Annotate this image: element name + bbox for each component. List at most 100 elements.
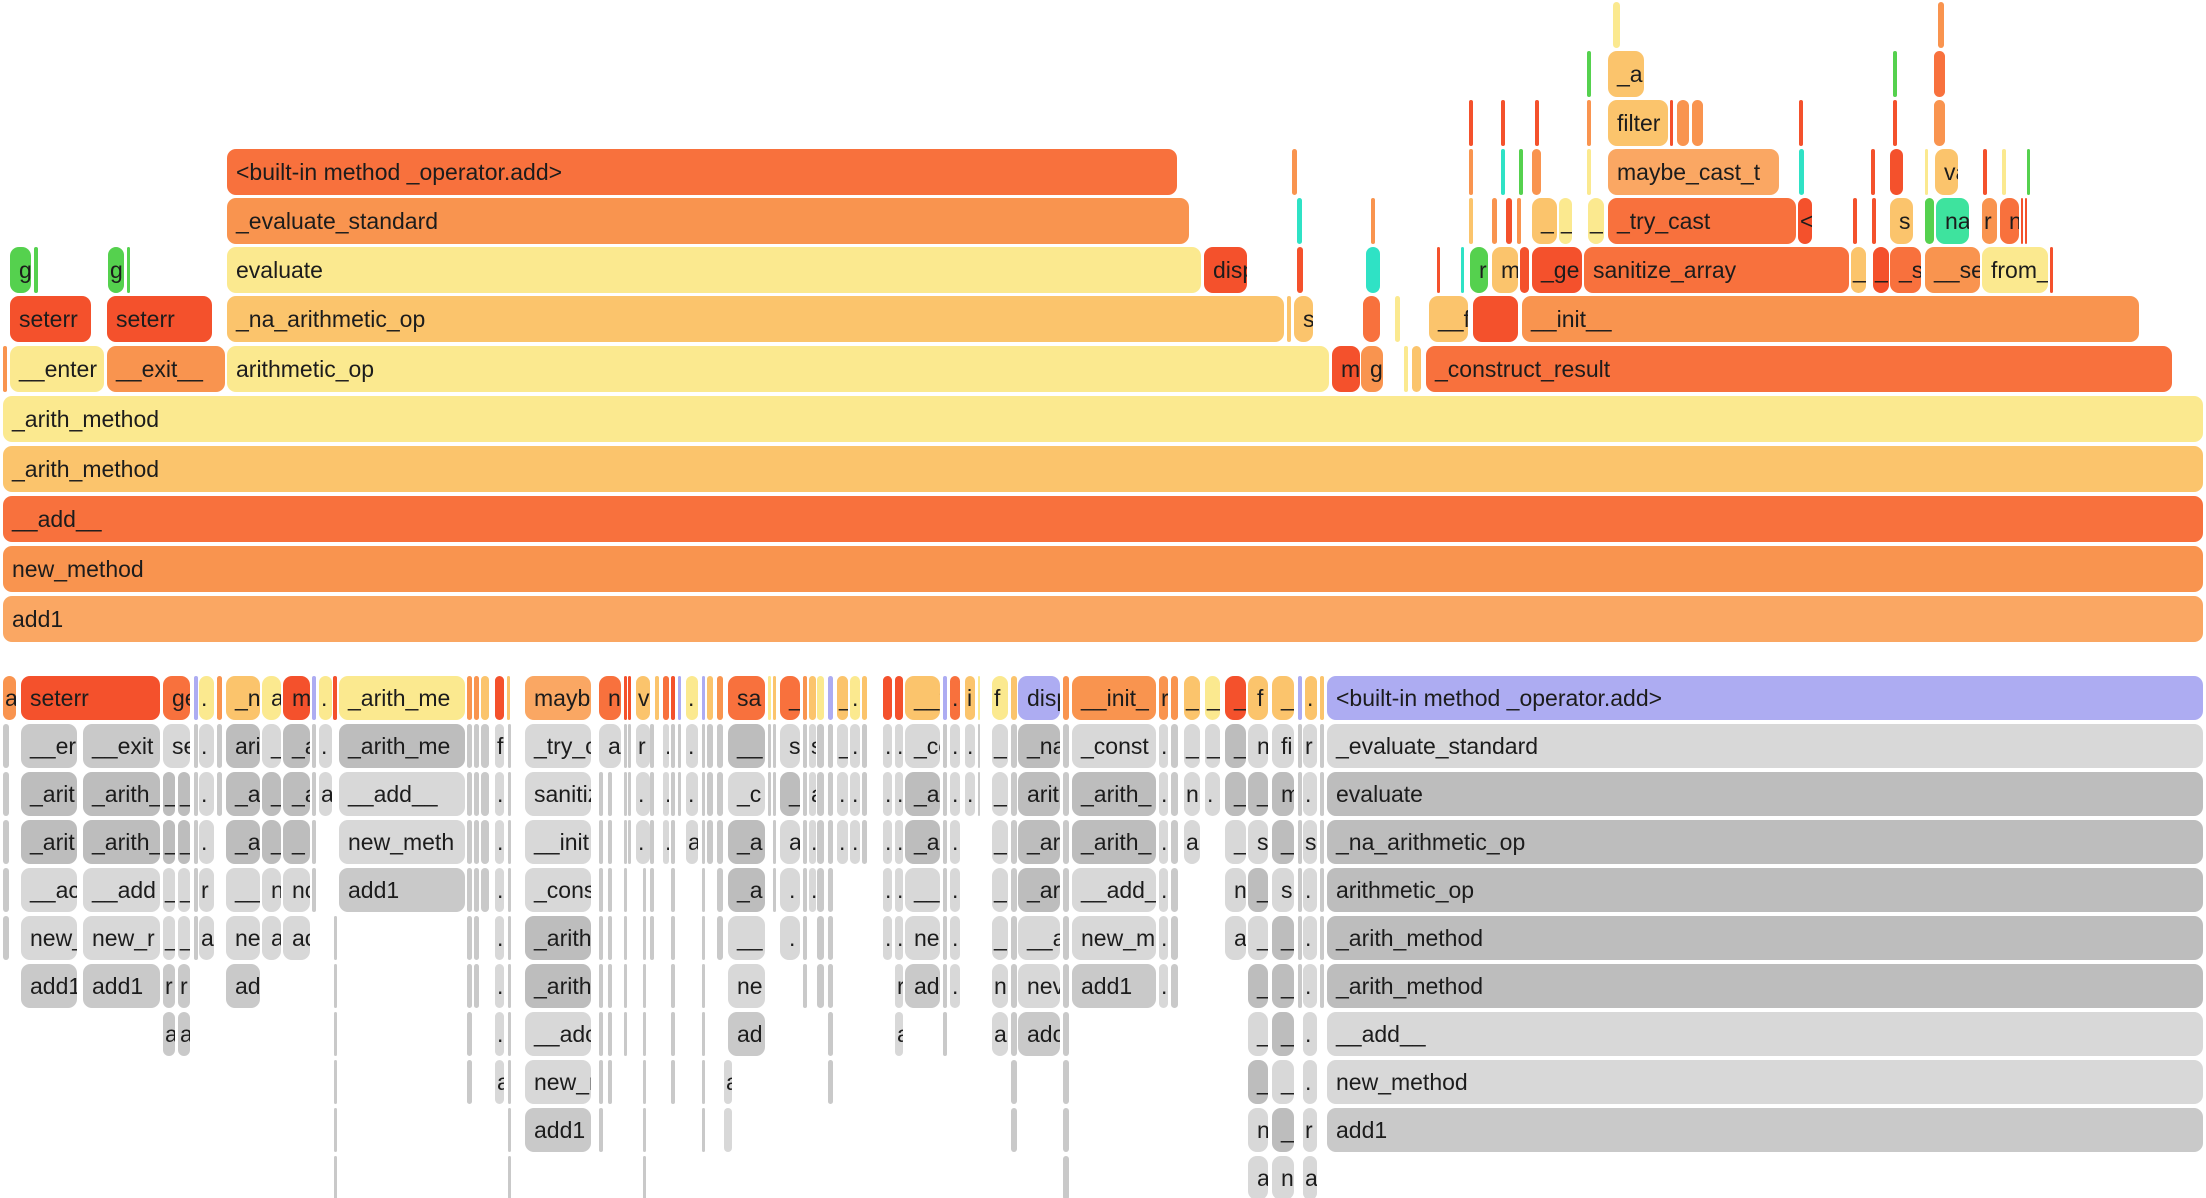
frame[interactable]: . xyxy=(636,772,650,816)
frame[interactable] xyxy=(217,772,222,816)
frame[interactable] xyxy=(624,964,627,1008)
frame[interactable] xyxy=(650,916,654,960)
frame[interactable]: r xyxy=(1303,1108,1317,1152)
frame[interactable]: <built-in method _operator.add> xyxy=(227,149,1177,195)
frame[interactable] xyxy=(194,676,198,720)
frame[interactable] xyxy=(624,724,627,768)
frame[interactable]: _evaluate_standard xyxy=(227,198,1189,244)
frame[interactable]: arithmetic_op xyxy=(227,346,1329,392)
frame[interactable] xyxy=(663,676,669,720)
frame[interactable] xyxy=(1171,820,1178,864)
frame[interactable]: disp xyxy=(1018,676,1060,720)
frame[interactable]: __a xyxy=(905,868,940,912)
frame[interactable]: from_ xyxy=(1982,247,2048,293)
frame[interactable] xyxy=(1670,100,1673,146)
frame[interactable]: _ xyxy=(1559,198,1572,244)
frame[interactable]: . xyxy=(663,820,669,864)
frame[interactable]: __ xyxy=(1225,820,1246,864)
frame[interactable] xyxy=(1395,296,1400,342)
frame[interactable]: r xyxy=(636,724,650,768)
frame[interactable] xyxy=(194,916,198,960)
frame[interactable]: ac xyxy=(1225,916,1246,960)
frame[interactable] xyxy=(2025,198,2027,244)
frame[interactable] xyxy=(467,724,472,768)
frame[interactable] xyxy=(1893,100,1897,146)
frame[interactable]: _s xyxy=(1890,247,1921,293)
frame[interactable] xyxy=(508,964,511,1008)
frame[interactable]: __a xyxy=(1018,916,1060,960)
frame[interactable] xyxy=(2050,247,2053,293)
frame[interactable]: nc xyxy=(283,868,310,912)
frame[interactable]: r xyxy=(163,964,175,1008)
frame[interactable] xyxy=(1011,1060,1017,1104)
frame[interactable]: . xyxy=(199,772,214,816)
frame[interactable]: evaluate xyxy=(227,247,1201,293)
frame[interactable]: . xyxy=(837,820,848,864)
frame[interactable]: new_ xyxy=(21,916,77,960)
frame[interactable]: n xyxy=(992,964,1008,1008)
frame[interactable] xyxy=(1492,198,1497,244)
frame[interactable] xyxy=(1063,1156,1069,1198)
frame[interactable] xyxy=(474,772,479,816)
frame[interactable]: _ xyxy=(1873,247,1889,293)
frame[interactable] xyxy=(1677,100,1689,146)
frame[interactable] xyxy=(817,724,824,768)
frame[interactable] xyxy=(1063,676,1069,720)
frame[interactable]: a xyxy=(992,1012,1008,1056)
frame[interactable]: s xyxy=(1248,820,1268,864)
frame[interactable] xyxy=(334,1108,337,1152)
frame[interactable] xyxy=(2002,149,2006,195)
frame[interactable]: . xyxy=(1303,916,1317,960)
frame[interactable]: . xyxy=(965,724,975,768)
frame[interactable] xyxy=(508,868,511,912)
frame[interactable]: _ xyxy=(163,772,175,816)
frame[interactable] xyxy=(643,964,646,1008)
frame[interactable] xyxy=(608,964,612,1008)
frame[interactable]: _ xyxy=(283,820,310,864)
frame[interactable] xyxy=(803,676,807,720)
frame[interactable]: _na_arithmetic_op xyxy=(1327,820,2203,864)
frame[interactable]: __add__ xyxy=(3,496,2203,542)
frame[interactable]: _ xyxy=(992,772,1008,816)
frame[interactable]: _construct_result xyxy=(1426,346,2172,392)
frame[interactable]: _ xyxy=(1248,868,1268,912)
frame[interactable] xyxy=(599,820,603,864)
frame[interactable] xyxy=(474,916,479,960)
frame[interactable] xyxy=(599,772,603,816)
frame[interactable] xyxy=(508,1156,511,1198)
frame[interactable] xyxy=(1287,296,1291,342)
frame[interactable]: . xyxy=(950,772,960,816)
frame[interactable]: ge xyxy=(163,676,190,720)
frame[interactable] xyxy=(943,868,947,912)
frame[interactable]: _arith xyxy=(525,964,591,1008)
frame[interactable]: __fi xyxy=(1429,296,1468,342)
frame[interactable]: . xyxy=(1303,772,1317,816)
frame[interactable] xyxy=(194,868,198,912)
frame[interactable]: . xyxy=(850,820,860,864)
frame[interactable]: . xyxy=(1303,1060,1317,1104)
frame[interactable] xyxy=(828,676,833,720)
frame[interactable] xyxy=(508,916,511,960)
frame[interactable] xyxy=(702,724,705,768)
frame[interactable] xyxy=(608,772,612,816)
frame[interactable] xyxy=(702,1012,705,1056)
frame[interactable] xyxy=(1469,149,1473,195)
frame[interactable]: . xyxy=(1159,724,1168,768)
frame[interactable]: fi xyxy=(1272,724,1294,768)
frame[interactable]: __init xyxy=(525,820,591,864)
frame[interactable]: _arit xyxy=(21,820,77,864)
frame[interactable]: . xyxy=(1159,868,1168,912)
frame[interactable] xyxy=(773,724,776,768)
frame[interactable]: __enter xyxy=(10,346,104,392)
frame[interactable] xyxy=(1011,868,1017,912)
frame[interactable] xyxy=(334,916,337,960)
frame[interactable] xyxy=(862,772,867,816)
frame[interactable]: _ xyxy=(992,820,1008,864)
frame[interactable] xyxy=(1011,772,1017,816)
frame[interactable]: _ar xyxy=(905,772,940,816)
frame[interactable] xyxy=(773,772,776,816)
frame[interactable] xyxy=(628,772,631,816)
frame[interactable] xyxy=(1501,149,1505,195)
frame[interactable] xyxy=(702,964,705,1008)
frame[interactable] xyxy=(1469,198,1473,244)
